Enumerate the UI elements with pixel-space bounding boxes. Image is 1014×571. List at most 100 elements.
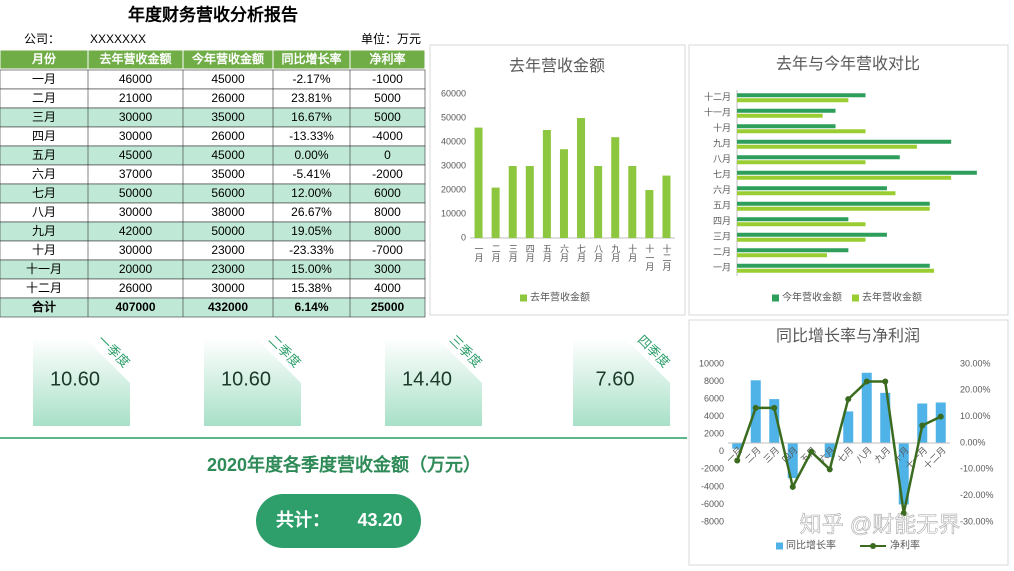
y-tick-label: 一月 <box>713 263 731 273</box>
chart-title: 去年与今年营收对比 <box>776 55 920 73</box>
bar <box>737 217 849 222</box>
unit: 单位：万元 <box>361 31 421 46</box>
bar <box>737 206 930 211</box>
cell: 37000 <box>119 167 153 181</box>
cell: 十月 <box>32 243 56 257</box>
quarter-card <box>385 338 482 426</box>
bar <box>737 263 930 268</box>
header-text: 去年营收金额 <box>99 51 171 66</box>
cell: -2.17% <box>292 72 330 86</box>
point <box>863 378 870 385</box>
x-tick-label: 七月 <box>576 244 586 263</box>
cell: 12.00% <box>291 186 332 200</box>
bar <box>737 237 866 242</box>
point <box>808 448 815 455</box>
bar <box>737 129 866 134</box>
bar <box>491 187 500 238</box>
y-tick-label: 0 <box>461 232 466 242</box>
cell: 九月 <box>32 224 56 238</box>
cell: -1000 <box>372 72 403 86</box>
legend-swatch <box>772 294 779 302</box>
bar <box>577 118 586 238</box>
bar <box>769 399 780 443</box>
y-tick-label: 4000 <box>704 411 724 421</box>
y-tick-label: -4000 <box>701 481 724 491</box>
total-pill <box>256 494 421 548</box>
x-tick-label: 六月 <box>559 243 569 263</box>
cell: 45000 <box>211 148 245 162</box>
chart-title: 去年营收金额 <box>509 57 605 75</box>
cell: 十二月 <box>26 281 62 295</box>
legend-swatch <box>520 294 527 302</box>
cell: 5000 <box>374 110 401 124</box>
y-tick-label: -6000 <box>701 499 724 509</box>
header-text: 月份 <box>31 51 57 66</box>
cell: 26.67% <box>291 205 332 219</box>
bar <box>737 253 827 258</box>
y-tick-label: 四月 <box>713 216 731 226</box>
cell: 八月 <box>32 205 56 219</box>
watermark: 知乎 @财能无界 <box>800 512 960 537</box>
x-tick-label: 九月 <box>610 244 620 263</box>
bar <box>737 144 917 149</box>
cell: 21000 <box>119 91 153 105</box>
bar <box>474 127 483 238</box>
cell: 35000 <box>211 167 245 181</box>
cell: 23000 <box>211 243 245 257</box>
cell: 23000 <box>211 262 245 276</box>
x-tick-label: 一月 <box>474 244 484 263</box>
bar <box>628 166 637 238</box>
cell: 38000 <box>211 205 245 219</box>
x-tick-label: 八月 <box>593 244 603 263</box>
cell: 三月 <box>32 110 56 124</box>
bar <box>611 137 620 238</box>
bar <box>662 175 671 238</box>
quarter-card <box>573 338 670 426</box>
y-tick-label: 6000 <box>704 393 724 403</box>
cell: 6000 <box>374 186 401 200</box>
cell: 26000 <box>119 281 153 295</box>
cell: 15.38% <box>291 281 332 295</box>
cell: -23.33% <box>289 243 334 257</box>
legend-label: 净利率 <box>890 539 920 552</box>
bar <box>787 443 798 479</box>
cell: 30000 <box>119 243 153 257</box>
cell: -2000 <box>372 167 403 181</box>
cell: 23.81% <box>291 91 332 105</box>
legend-label: 去年营收金额 <box>862 291 922 304</box>
y-tick-label: 0 <box>719 446 724 456</box>
bar <box>508 166 517 238</box>
quarter-card <box>204 338 301 426</box>
cell: 16.67% <box>291 110 332 124</box>
quarter-card <box>33 338 130 426</box>
bar <box>737 108 836 113</box>
bar <box>737 222 866 227</box>
total-value: 43.20 <box>357 510 402 530</box>
y-tick-label: 8000 <box>704 376 724 386</box>
bar <box>645 190 654 238</box>
bar <box>594 166 603 238</box>
y2-tick-label: -30.00% <box>960 516 994 526</box>
cell: 30000 <box>119 205 153 219</box>
cell: 25000 <box>371 300 405 314</box>
quarter-value: 14.40 <box>402 368 452 390</box>
bar <box>935 402 946 443</box>
cell: 35000 <box>211 110 245 124</box>
legend-label: 去年营收金额 <box>530 291 590 304</box>
cell: 20000 <box>119 262 153 276</box>
y-tick-label: 50000 <box>441 112 466 122</box>
y-tick-label: 十二月 <box>704 91 731 102</box>
cell: 六月 <box>32 167 56 181</box>
bar <box>737 155 900 160</box>
cell: 30000 <box>211 281 245 295</box>
header-text: 同比增长率 <box>281 51 341 66</box>
cell: 七月 <box>32 186 56 200</box>
report-title: 年度财务营收分析报告 <box>128 4 298 24</box>
cell: 8000 <box>374 224 401 238</box>
cell: 45000 <box>119 148 153 162</box>
point <box>882 378 889 385</box>
quarter-value: 10.60 <box>50 368 100 390</box>
y-tick-label: 十一月 <box>704 107 731 118</box>
cell: 十一月 <box>26 262 62 276</box>
cell: 19.05% <box>291 224 332 238</box>
